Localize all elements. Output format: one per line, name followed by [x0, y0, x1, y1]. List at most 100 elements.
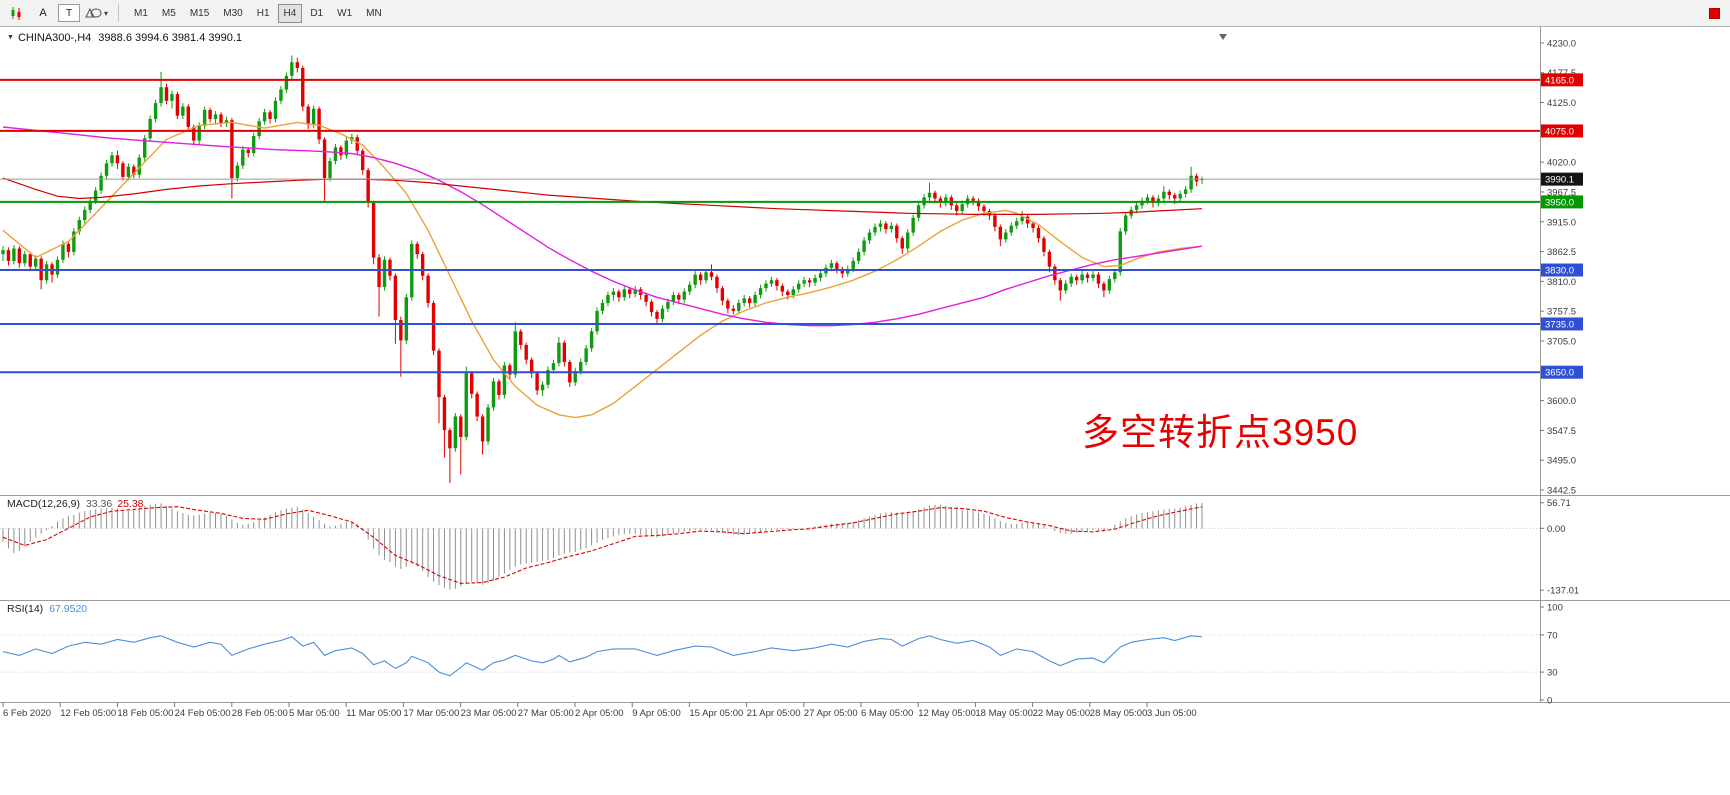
candle-body — [742, 298, 746, 303]
candle-body — [851, 260, 855, 269]
chart-window: 4230.04177.54125.04072.54020.03967.53915… — [0, 27, 1730, 795]
candle-body — [126, 166, 131, 177]
candle-body — [709, 272, 714, 277]
candle-body — [1140, 200, 1144, 206]
candle-body — [1178, 193, 1182, 199]
timeframe-button-m5[interactable]: M5 — [161, 7, 176, 19]
candle-body — [115, 155, 120, 164]
candle-body — [682, 291, 686, 300]
chart-annotation[interactable]: 多空转折点3950 — [1082, 412, 1359, 453]
candle-body — [6, 250, 11, 261]
candle-body — [1151, 197, 1155, 204]
time-axis[interactable]: 6 Feb 2020 12 Feb 05:00 18 Feb 05:00 24 Feb… — [2, 702, 1197, 720]
text-tool-button[interactable]: T — [58, 4, 80, 22]
price-tick-label: 3862.5 — [1547, 247, 1576, 258]
candle-body — [916, 205, 921, 218]
candle-body — [840, 268, 844, 274]
price-badge-3735.0 — [1541, 317, 1583, 331]
timeframe-button-m15[interactable]: M15 — [189, 7, 210, 19]
candle-body — [241, 149, 245, 166]
macd-panel: 56.71 0.00 -137.01 — [0, 498, 1579, 597]
candle-body — [44, 264, 49, 281]
candle-body — [813, 277, 817, 283]
candle-body — [399, 319, 403, 341]
candle-body — [208, 109, 212, 120]
candle-body — [132, 166, 136, 175]
candle-body — [889, 225, 894, 230]
candle-body — [480, 416, 485, 442]
chart-tool-button[interactable] — [4, 3, 28, 23]
macd-axis-label: 0.00 — [1547, 524, 1566, 535]
date-label: 12 May 05:00 — [918, 708, 976, 719]
price-tick-label: 3705.0 — [1547, 336, 1576, 347]
date-label: 18 May 05:00 — [975, 708, 1033, 719]
candle-body — [1096, 274, 1101, 284]
shapes-dropdown-button[interactable]: ▾ — [83, 3, 110, 23]
candle-body — [1113, 272, 1117, 280]
candle-body — [895, 225, 899, 239]
ma-line-slow-red — [2, 177, 1203, 215]
candle-body — [524, 344, 528, 360]
timeframe-button-d1[interactable]: D1 — [310, 7, 324, 19]
candle-body — [491, 381, 496, 408]
macd-axis-label: 56.71 — [1547, 498, 1571, 509]
timeframe-button-m30[interactable]: M30 — [223, 7, 243, 19]
shapes-icon — [85, 7, 102, 18]
timeframe-button-w1[interactable]: W1 — [337, 7, 353, 19]
candle-body — [164, 87, 169, 101]
price-badge-3990.1 — [1541, 172, 1583, 186]
candle-body — [998, 226, 1003, 240]
candle-body — [829, 263, 834, 268]
timeframe-button-mn[interactable]: MN — [366, 7, 382, 19]
candle-body — [900, 238, 904, 249]
candle-body — [213, 114, 218, 120]
candle-body — [99, 175, 103, 191]
candle-body — [726, 300, 730, 309]
candle-body — [617, 291, 621, 298]
chart-canvas[interactable]: 4230.04177.54125.04072.54020.03967.53915… — [0, 27, 1730, 795]
candle-body — [611, 291, 616, 296]
label-tool-button[interactable]: A — [31, 3, 55, 23]
candle-body — [688, 284, 692, 292]
candle-body — [230, 120, 234, 179]
date-label: 11 Mar 05:00 — [346, 708, 401, 719]
candle-body — [1183, 189, 1188, 194]
candle-body — [137, 157, 141, 175]
rsi-axis-label: 30 — [1547, 668, 1558, 679]
candle-body — [584, 348, 588, 362]
candle-body — [143, 138, 147, 158]
toolbar-right-button[interactable] — [1702, 3, 1726, 23]
candle-body — [459, 416, 463, 437]
candle-body — [715, 276, 719, 289]
price-badges-layer: 4165.0 4075.0 3990.1 3950.0 3830.0 3735.0 3650… — [1541, 73, 1583, 379]
timeframe-button-m1[interactable]: M1 — [134, 7, 148, 19]
candle-body — [442, 397, 447, 431]
candle-body — [944, 197, 948, 204]
candle-body — [23, 254, 27, 264]
candle-body — [333, 147, 338, 162]
candle-body — [224, 120, 229, 124]
candle-body — [802, 280, 806, 284]
candle-body — [235, 165, 240, 179]
candle-body — [1173, 195, 1177, 199]
candle-body — [448, 430, 452, 449]
candle-body — [262, 112, 267, 122]
candle-body — [1162, 191, 1166, 199]
candle-body — [513, 331, 517, 375]
candle-body — [628, 289, 632, 294]
levels-layer — [0, 78, 1540, 374]
candle-body — [12, 248, 16, 261]
timeframe-button-h1[interactable]: H1 — [256, 7, 270, 19]
candle-body — [971, 198, 975, 201]
candle-body — [470, 373, 474, 394]
candle-body — [655, 312, 659, 319]
candle-body — [1080, 274, 1084, 281]
candle-body — [1145, 197, 1150, 201]
candle-body — [382, 259, 387, 288]
candle-body — [960, 204, 964, 211]
candle-body — [589, 331, 594, 349]
candlestick-chart-icon — [11, 6, 20, 20]
timeframe-button-h4[interactable]: H4 — [277, 3, 303, 23]
candle-body — [355, 137, 359, 151]
candle-body — [1042, 238, 1046, 252]
